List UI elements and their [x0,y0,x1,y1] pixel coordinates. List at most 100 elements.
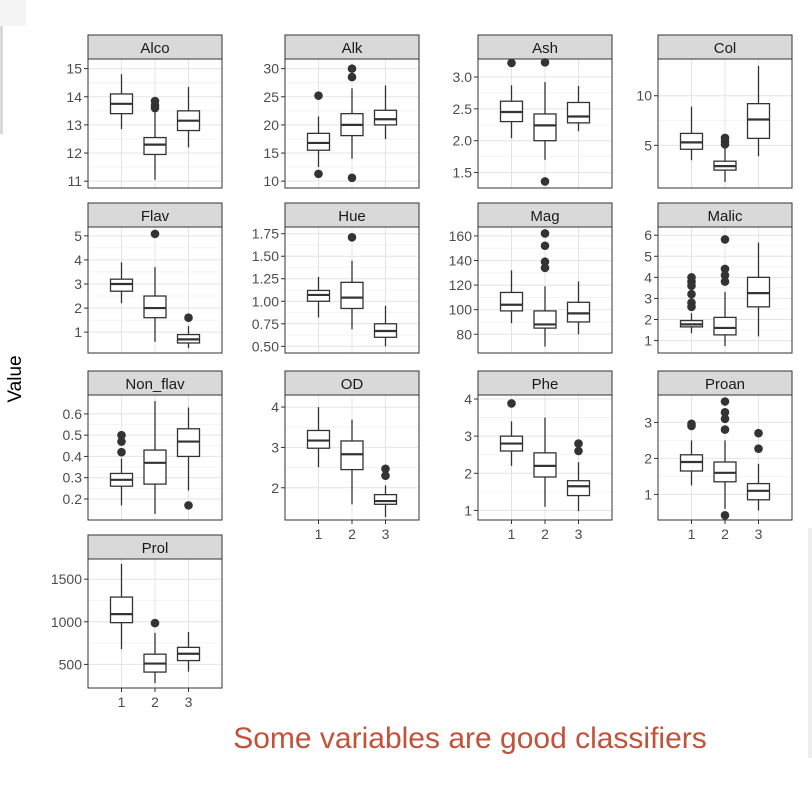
y-tick-label: 80 [456,326,472,342]
box-group-2 [713,133,737,183]
outlier-point [720,397,730,406]
facet-col: Col 5 10 [636,34,793,189]
y-tick-label: 3.0 [453,69,473,85]
y-tick-label: 1.5 [453,165,473,181]
box-group-2 [533,229,557,347]
outlier-point [314,91,323,100]
panel-border [284,58,420,189]
outlier-point [754,444,763,453]
y-tick-label: 0.5 [63,427,83,443]
box-group-2 [713,397,737,520]
box-group-1 [306,276,331,318]
outlier-point [347,173,357,183]
panel-border [87,394,223,521]
y-tick-label: 2 [464,465,472,481]
facet-phe: Phe 1 2 3 4 1 2 3 [464,370,613,542]
box-group-1 [679,419,704,486]
box-group-1 [109,430,134,506]
y-tick-label: 120 [449,277,473,293]
facet-strip [87,202,223,228]
box-group-3 [746,428,771,511]
facet-title: Flav [141,208,170,225]
y-tick-label: 20 [263,117,279,133]
outlier-point [150,229,160,239]
outlier-point [381,471,390,480]
box [340,281,364,310]
facet-strip [477,202,613,228]
y-tick-label: 10 [263,173,279,189]
box-group-3 [176,86,201,148]
facet-strip [87,34,223,60]
y-tick-label: 6 [644,227,652,243]
y-tick-label: 0.50 [252,338,279,354]
outlier-point [574,439,583,448]
boxplot-facet-grid: Alco1112131415Alk1015202530Ash1.52.02.53… [51,34,793,710]
facet-flav: Flav 1 2 3 4 5 [74,202,223,354]
box [143,449,167,485]
outlier-point [314,169,323,179]
y-tick-label: 3 [644,290,652,306]
y-tick-label: 2 [74,300,82,316]
outlier-point [754,428,763,438]
box [306,132,331,151]
box [109,278,134,292]
outlier-point [117,437,126,446]
y-tick-label: 1.25 [252,271,279,287]
outlier-point [720,510,730,520]
y-tick-label: 2 [271,480,279,496]
box-group-3 [176,313,201,349]
y-tick-label: 12 [66,145,82,161]
x-tick-label: 2 [721,526,729,542]
y-tick-label: 15 [263,145,279,161]
box [373,493,398,505]
outlier-point [720,264,730,274]
facet-mag: Mag 80 100 120 140 160 [449,202,613,354]
y-tick-label: 1.50 [252,248,279,264]
box [566,301,591,323]
facet-strip [87,370,223,396]
box [499,291,524,312]
y-tick-label: 500 [59,656,83,672]
panel-border [657,226,793,354]
box-group-2 [143,618,167,684]
facet-strip [284,34,420,60]
y-tick-label: 1 [644,333,652,349]
facet-ash: Ash 1.5 2.0 2.5 3.0 [453,34,613,189]
facet-alco: Alco 11 12 13 14 15 [66,34,223,189]
facet-non-flav: Non_flav 0.2 0.3 0.4 0.5 0.6 [63,370,223,521]
outlier-point [720,277,730,286]
box-group-3 [566,439,591,512]
y-tick-label: 5 [74,228,82,244]
y-tick-label: 4 [74,252,82,268]
x-tick-label: 3 [382,526,390,542]
right-edge-marker [808,528,812,758]
outlier-point [184,313,193,322]
outlier-point [687,273,696,282]
box-group-2 [143,96,167,180]
box [533,310,557,329]
x-tick-label: 2 [541,526,549,542]
box-group-2 [340,233,364,330]
panel-border [657,58,793,189]
outlier-point [381,464,390,474]
box-group-2 [143,229,167,342]
box-group-3 [373,85,398,139]
outlier-point [540,257,550,267]
outlier-point [117,430,126,440]
facet-title: Alk [342,40,363,57]
box-group-2 [713,235,737,347]
x-tick-label: 1 [118,694,126,710]
x-tick-label: 1 [688,526,696,542]
y-tick-label: 10 [636,88,652,104]
facet-od: OD 2 3 4 1 2 3 [271,370,420,542]
x-tick-label: 1 [508,526,516,542]
box-group-1 [109,563,134,650]
facet-strip [87,534,223,560]
outlier-point [687,298,696,307]
outlier-point [507,58,516,68]
y-tick-label: 1000 [51,614,82,630]
outlier-point [574,446,583,456]
box-group-1 [679,106,704,161]
y-tick-label: 3 [74,276,82,292]
y-tick-label: 0.2 [63,491,83,507]
